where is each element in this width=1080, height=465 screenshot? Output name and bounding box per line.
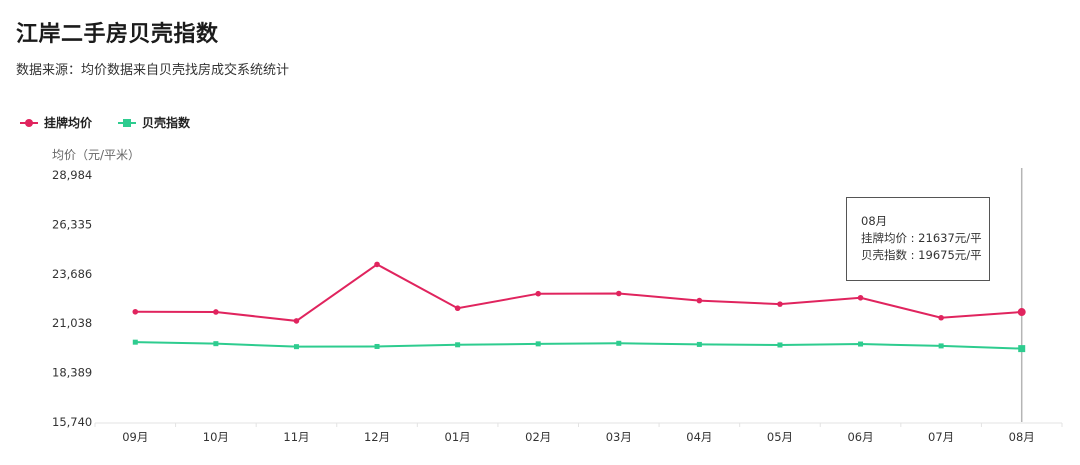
legend-label: 贝壳指数 <box>142 116 191 130</box>
legend-item-beike-index[interactable]: 贝壳指数 <box>118 114 190 131</box>
data-point <box>696 297 703 304</box>
x-tick-label: 02月 <box>525 430 551 444</box>
legend-item-listing-price[interactable]: 挂牌均价 <box>20 114 92 131</box>
data-point <box>615 290 622 297</box>
x-tick-label: 08月 <box>1009 430 1035 444</box>
x-tick-label: 12月 <box>364 430 390 444</box>
data-point <box>293 344 299 350</box>
tooltip-month: 08月 <box>861 214 888 228</box>
chart-legend: 挂牌均价 贝壳指数 <box>20 114 216 131</box>
page-title: 江岸二手房贝壳指数 <box>16 22 219 47</box>
data-point <box>132 308 139 315</box>
series-line <box>135 341 1022 350</box>
data-point <box>858 341 864 347</box>
data-point <box>213 341 219 347</box>
x-tick-label: 11月 <box>283 430 309 444</box>
x-tick-label: 05月 <box>767 430 793 444</box>
y-tick-label: 18,389 <box>52 366 92 380</box>
data-point <box>696 341 702 347</box>
data-point <box>857 294 864 301</box>
series-line <box>135 263 1022 322</box>
data-point <box>1017 308 1026 317</box>
circle-marker-icon <box>20 117 38 129</box>
y-tick-label: 28,984 <box>52 168 92 182</box>
x-tick-label: 06月 <box>847 430 873 444</box>
y-tick-label: 23,686 <box>52 267 92 281</box>
data-point <box>777 342 783 348</box>
y-axis-label: 均价（元/平米） <box>52 148 140 162</box>
x-tick-label: 09月 <box>122 430 148 444</box>
data-point <box>938 314 944 321</box>
x-tick-label: 07月 <box>928 430 954 444</box>
data-point <box>374 261 380 268</box>
y-tick-label: 15,740 <box>52 415 92 429</box>
data-point <box>455 342 461 348</box>
data-point <box>1018 345 1026 353</box>
data-point <box>454 305 461 312</box>
data-point <box>535 290 542 297</box>
data-point <box>293 318 300 324</box>
x-tick-label: 10月 <box>203 430 229 444</box>
y-tick-label: 26,335 <box>52 217 92 231</box>
data-point <box>938 343 944 349</box>
x-tick-label: 03月 <box>606 430 632 444</box>
data-point <box>213 309 219 315</box>
square-marker-icon <box>118 117 137 129</box>
page-subtitle: 数据来源：均价数据来自贝壳找房成交系统统计 <box>16 63 290 78</box>
data-point <box>374 343 380 349</box>
data-point <box>132 339 138 345</box>
data-point <box>777 301 783 307</box>
tooltip-beike-index: 贝壳指数 : 19675元/平 <box>861 248 982 262</box>
x-tick-label: 01月 <box>445 430 471 444</box>
x-tick-label: 04月 <box>686 430 712 444</box>
y-tick-label: 21,038 <box>52 316 92 330</box>
legend-label: 挂牌均价 <box>44 116 93 130</box>
data-point <box>616 340 622 346</box>
tooltip-listing-price: 挂牌均价 : 21637元/平 <box>861 231 982 245</box>
chart-tooltip: 08月 挂牌均价 : 21637元/平 贝壳指数 : 19675元/平 <box>846 197 990 281</box>
data-point <box>535 341 541 347</box>
